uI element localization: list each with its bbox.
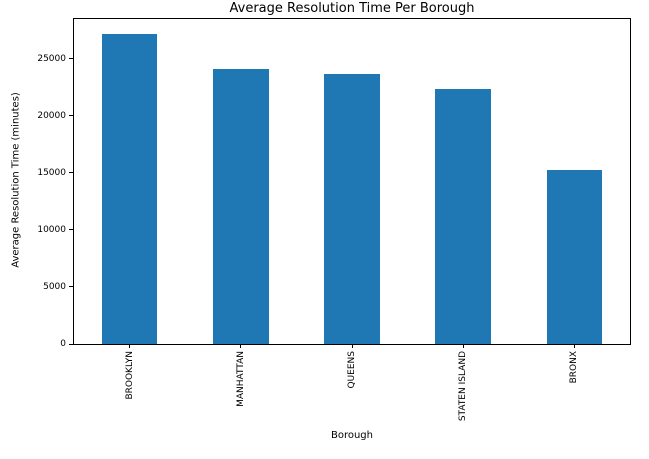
y-tick-label: 0	[60, 339, 66, 349]
x-tick-label: QUEENS	[347, 351, 357, 389]
y-tick-mark	[69, 229, 73, 231]
y-tick-mark	[69, 115, 73, 117]
x-tick-label: BROOKLYN	[124, 351, 135, 400]
x-tick-mark	[573, 344, 575, 348]
y-tick-label: 15000	[37, 167, 66, 178]
plot-area	[73, 18, 631, 345]
x-axis-label: Borough	[330, 430, 373, 441]
bar-queens	[324, 74, 380, 344]
y-tick-mark	[69, 172, 73, 174]
bar-manhattan	[213, 69, 269, 344]
y-tick-mark	[69, 286, 73, 288]
x-tick-label: STATEN ISLAND	[458, 351, 469, 422]
bar-brooklyn	[101, 34, 158, 344]
y-tick-label: 5000	[43, 281, 66, 292]
x-tick-mark	[462, 344, 464, 348]
y-tick-label: 25000	[37, 53, 66, 64]
bar-staten-island	[435, 88, 491, 344]
x-tick-label: MANHATTAN	[235, 351, 246, 407]
x-tick-mark	[129, 344, 131, 348]
y-tick-mark	[69, 343, 73, 345]
x-tick-mark	[351, 344, 353, 348]
y-tick-label: 20000	[37, 110, 66, 121]
y-tick-mark	[69, 58, 73, 60]
x-tick-mark	[240, 344, 242, 348]
chart-title: Average Resolution Time Per Borough	[229, 1, 475, 16]
bar-bronx	[546, 169, 603, 344]
x-tick-label: BRONX	[569, 351, 580, 384]
y-tick-label: 10000	[37, 224, 66, 235]
